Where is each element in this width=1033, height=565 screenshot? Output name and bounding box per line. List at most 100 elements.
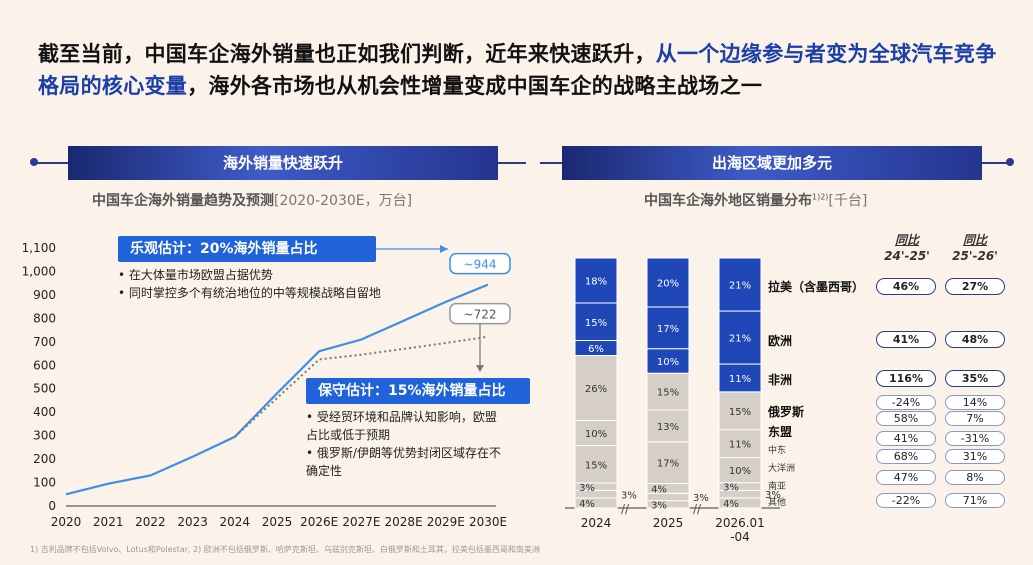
yoy-pill: 116% bbox=[876, 370, 936, 387]
footnote: 1) 吉利品牌不包括Volvo、Lotus和Polestar, 2) 欧洲不包括… bbox=[30, 545, 540, 554]
bar-value-label: 15% bbox=[585, 460, 607, 471]
bar-value-label: 18% bbox=[585, 277, 607, 288]
region-label: 中东 bbox=[768, 446, 787, 456]
left-banner: 海外销量快速跃升 bbox=[68, 146, 498, 180]
bar-value-label: 10% bbox=[657, 357, 679, 368]
conservative-bullet: 俄罗斯/伊朗等优势封闭区域存在不确定性 bbox=[306, 444, 506, 480]
yoy-header-2: 同比 25'-26' bbox=[944, 232, 1006, 264]
bar-value-label: 3% bbox=[651, 500, 667, 511]
x-tick-label: 2025 bbox=[262, 515, 293, 529]
bar-value-label: 3% bbox=[621, 490, 637, 501]
optimistic-arrowhead bbox=[440, 245, 448, 253]
yoy-pill: 48% bbox=[945, 331, 1005, 348]
yoy-header-title: 同比 bbox=[962, 233, 987, 247]
axis-break-mark: // bbox=[693, 502, 702, 516]
right-banner: 出海区域更加多元 bbox=[562, 146, 982, 180]
bar-segment bbox=[718, 391, 762, 431]
bar-value-label: 20% bbox=[657, 279, 679, 290]
conservative-end-label: ~722 bbox=[464, 308, 497, 322]
region-label: 南亚 bbox=[768, 482, 787, 492]
x-tick-label: 2023 bbox=[177, 515, 208, 529]
axis-break-mark: // bbox=[621, 502, 630, 516]
optimistic-bullet: 同时掌控多个有统治地位的中等规模战略自留地 bbox=[118, 284, 381, 302]
x-tick-label: 2029E bbox=[427, 515, 465, 529]
bar-segment bbox=[718, 257, 762, 312]
x-tick-label: 2024 bbox=[220, 515, 251, 529]
yoy-header-1: 同比 24'-25' bbox=[876, 232, 938, 264]
y-tick-label: 900 bbox=[33, 288, 56, 302]
yoy-pill: -24% bbox=[876, 395, 936, 410]
right-subtitle-sup: 1)2) bbox=[812, 192, 829, 202]
yoy-pill: 47% bbox=[876, 470, 936, 485]
conservative-bullet: 受经贸环境和品牌认知影响，欧盟占比或低于预期 bbox=[306, 408, 506, 444]
yoy-pill: 31% bbox=[945, 449, 1005, 464]
conservative-label: 保守估计：15%海外销量占比 bbox=[306, 378, 530, 404]
headline-part1: 截至当前，中国车企海外销量也正如我们判断，近年来快速跃升， bbox=[38, 42, 656, 66]
bar-segment bbox=[646, 257, 690, 308]
optimistic-line bbox=[65, 283, 489, 496]
optimistic-bullets: 在大体量市场欧盟占据优势 同时掌控多个有统治地位的中等规模战略自留地 bbox=[118, 266, 381, 302]
optimistic-end-label: ~944 bbox=[464, 258, 497, 272]
headline-highlight: 从一个边缘参与者变为全球汽车竞争格局的核心变量 bbox=[38, 42, 997, 98]
y-tick-label: 800 bbox=[33, 311, 56, 325]
x-tick-label: 2026E bbox=[300, 515, 338, 529]
bar-segment bbox=[718, 456, 762, 484]
yoy-header-title: 同比 bbox=[894, 233, 919, 247]
x-tick-label: 2021 bbox=[93, 515, 124, 529]
left-subtitle-text: 中国车企海外销量趋势及预测 bbox=[92, 193, 274, 209]
y-tick-label: 1,100 bbox=[22, 241, 56, 255]
bar-value-label: 10% bbox=[729, 466, 751, 477]
y-tick-label: 1,000 bbox=[22, 264, 56, 278]
conservative-bullets: 受经贸环境和品牌认知影响，欧盟占比或低于预期 俄罗斯/伊朗等优势封闭区域存在不确… bbox=[306, 408, 506, 480]
yoy-pill: 35% bbox=[945, 370, 1005, 387]
bar-segment bbox=[574, 302, 618, 341]
bar-value-label: 4% bbox=[723, 499, 739, 510]
optimistic-label: 乐观估计：20%海外销量占比 bbox=[118, 236, 376, 262]
x-tick-label: 2027E bbox=[342, 515, 380, 529]
bar-segment bbox=[574, 445, 618, 484]
yoy-pill: 58% bbox=[876, 411, 936, 426]
y-tick-label: 200 bbox=[33, 452, 56, 466]
region-label: 大洋洲 bbox=[768, 464, 796, 474]
x-tick-label: 2030E bbox=[469, 515, 507, 529]
bar-segment bbox=[646, 409, 690, 443]
bar-value-label: 15% bbox=[657, 388, 679, 399]
bar-value-label: 6% bbox=[588, 344, 604, 355]
yoy-header-period: 24'-25' bbox=[884, 249, 930, 263]
bar-value-label: 4% bbox=[651, 484, 667, 495]
page-headline: 截至当前，中国车企海外销量也正如我们判断，近年来快速跃升，从一个边缘参与者变为全… bbox=[38, 38, 1008, 102]
y-tick-label: 0 bbox=[48, 499, 56, 513]
yoy-pill: 27% bbox=[945, 278, 1005, 295]
yoy-pill: 41% bbox=[876, 331, 936, 348]
y-tick-label: 500 bbox=[33, 382, 56, 396]
yoy-pill: 41% bbox=[876, 431, 936, 446]
y-tick-label: 400 bbox=[33, 405, 56, 419]
bar-value-label: 15% bbox=[729, 407, 751, 418]
y-tick-label: 600 bbox=[33, 358, 56, 372]
bar-value-label: 11% bbox=[729, 374, 751, 385]
bar-value-label: 13% bbox=[657, 422, 679, 433]
yoy-pill: 71% bbox=[945, 493, 1005, 508]
y-tick-label: 300 bbox=[33, 429, 56, 443]
optimistic-end-box bbox=[449, 252, 511, 275]
bar-segment bbox=[718, 363, 762, 393]
yoy-pill: 8% bbox=[945, 470, 1005, 485]
bar-value-label: 10% bbox=[585, 429, 607, 440]
right-subtitle-unit: [千台] bbox=[828, 193, 868, 209]
right-chart-subtitle: 中国车企海外地区销量分布1)2)[千台] bbox=[644, 190, 867, 210]
left-banner-wrap: 海外销量快速跃升 bbox=[30, 146, 530, 180]
yoy-pill: 46% bbox=[876, 278, 936, 295]
left-subtitle-unit: [2020-2030E，万台] bbox=[274, 193, 413, 209]
yoy-pill: -22% bbox=[876, 493, 936, 508]
region-label: 俄罗斯 bbox=[768, 405, 805, 419]
bar-segment bbox=[646, 306, 690, 350]
x-tick-label: 2028E bbox=[385, 515, 423, 529]
region-label: 其他 bbox=[768, 498, 787, 508]
headline-part3: ，海外各市场也从机会性增量变成中国车企的战略主战场之一 bbox=[187, 74, 763, 98]
region-label: 拉美（含墨西哥） bbox=[768, 280, 865, 294]
x-tick-label: 2022 bbox=[135, 515, 166, 529]
bar-value-label: 3% bbox=[579, 483, 595, 494]
yoy-pill: 7% bbox=[945, 411, 1005, 426]
bar-category-label: 2025 bbox=[653, 516, 684, 530]
